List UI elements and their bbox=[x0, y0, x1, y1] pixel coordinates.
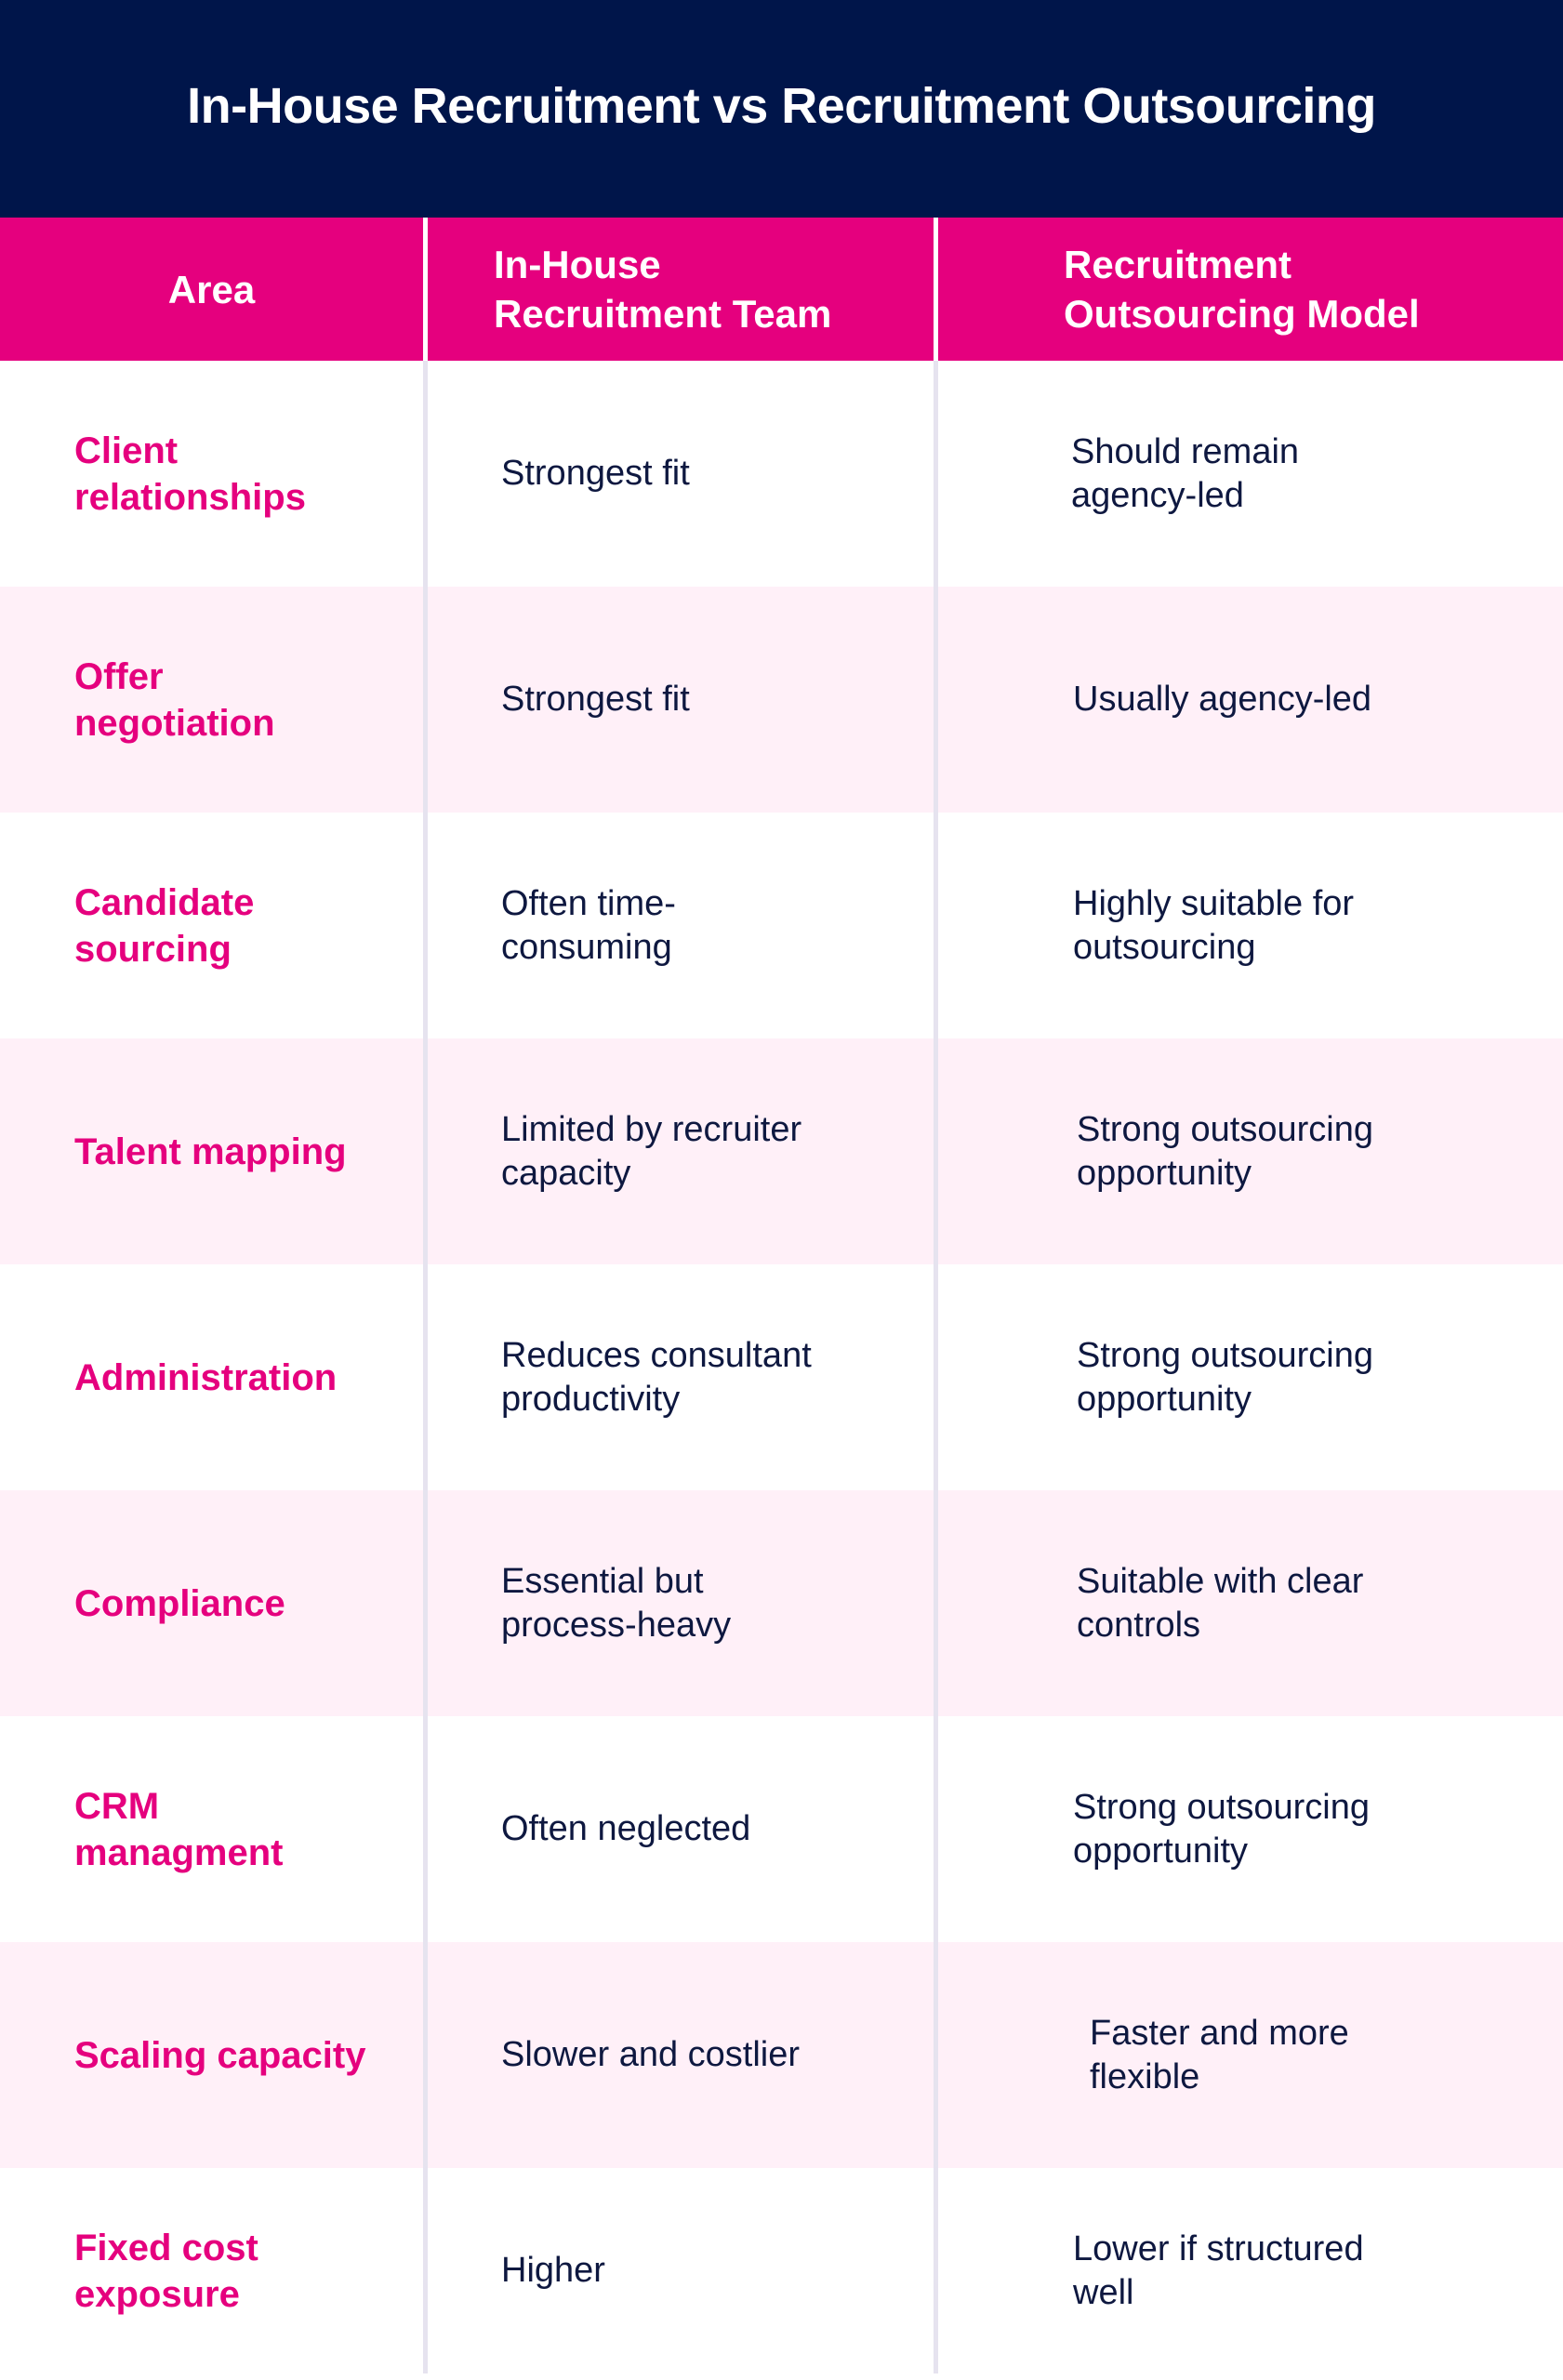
row-inhouse-value: Strongest fit bbox=[501, 454, 690, 493]
row-inhouse-value: Reduces consultant productivity bbox=[501, 1335, 812, 1419]
row-area-label: Candidate sourcing bbox=[74, 881, 255, 970]
row-area-label: Client relationships bbox=[74, 430, 306, 518]
row-inhouse-value: Limited by recruiter capacity bbox=[501, 1109, 802, 1193]
header-divider bbox=[934, 218, 938, 361]
row-outsource-value: Faster and more flexible bbox=[1090, 2013, 1349, 2096]
table-header: Area In-House Recruitment Team Recruitme… bbox=[0, 218, 1563, 361]
table-row: CRM managment Often neglected Strong out… bbox=[0, 1716, 1563, 1942]
row-area-label: Compliance bbox=[74, 1582, 285, 1624]
row-inhouse-value: Strongest fit bbox=[501, 680, 690, 719]
table-row: Fixed cost exposure Higher Lower if stru… bbox=[0, 2168, 1563, 2373]
column-header-outsource: Recruitment Outsourcing Model bbox=[1064, 243, 1420, 336]
row-inhouse-value: Often time-consuming bbox=[501, 883, 676, 967]
row-outsource-value: Highly suitable for outsourcing bbox=[1073, 883, 1355, 967]
column-header-inhouse: In-House Recruitment Team bbox=[494, 243, 832, 336]
row-outsource-value: Should remain agency-led bbox=[1071, 431, 1300, 515]
row-outsource-value: Strong outsourcing opportunity bbox=[1073, 1787, 1370, 1871]
column-header-area: Area bbox=[167, 267, 256, 311]
comparison-table: Area In-House Recruitment Team Recruitme… bbox=[0, 218, 1563, 2373]
row-outsource-value: Strong outsourcing opportunity bbox=[1077, 1109, 1373, 1193]
column-divider bbox=[934, 218, 938, 2373]
table-row: Offer negotiation Strongest fit Usually … bbox=[0, 587, 1563, 813]
title-bar: In-House Recruitment vs Recruitment Outs… bbox=[0, 0, 1563, 218]
row-area-label: Scaling capacity bbox=[74, 2034, 366, 2076]
row-outsource-value: Lower if structured well bbox=[1073, 2228, 1364, 2312]
column-divider bbox=[423, 218, 428, 2373]
row-outsource-value: Suitable with clear controls bbox=[1077, 1561, 1364, 1645]
table-row: Talent mapping Limited by recruiter capa… bbox=[0, 1038, 1563, 1264]
row-inhouse-value: Higher bbox=[501, 2251, 605, 2290]
table-row: Scaling capacity Slower and costlier Fas… bbox=[0, 1942, 1563, 2168]
table-row: Candidate sourcing Often time-consuming … bbox=[0, 813, 1563, 1038]
table-row: Compliance Essential but process-heavy S… bbox=[0, 1490, 1563, 1716]
row-area-label: Administration bbox=[74, 1356, 338, 1398]
row-inhouse-value: Often neglected bbox=[501, 1809, 751, 1848]
table-row: Administration Reduces consultant produc… bbox=[0, 1264, 1563, 1490]
row-outsource-value: Strong outsourcing opportunity bbox=[1077, 1335, 1373, 1419]
row-area-label: CRM managment bbox=[74, 1785, 284, 1873]
row-area-label: Fixed cost exposure bbox=[74, 2227, 258, 2315]
row-inhouse-value: Slower and costlier bbox=[501, 2035, 801, 2074]
row-outsource-value: Usually agency-led bbox=[1073, 680, 1372, 719]
table-row: Client relationships Strongest fit Shoul… bbox=[0, 361, 1563, 587]
row-inhouse-value: Essential but process-heavy bbox=[501, 1561, 732, 1645]
page-title: In-House Recruitment vs Recruitment Outs… bbox=[187, 78, 1376, 134]
header-divider bbox=[423, 218, 428, 361]
row-area-label: Offer negotiation bbox=[74, 655, 275, 744]
row-area-label: Talent mapping bbox=[74, 1130, 347, 1172]
